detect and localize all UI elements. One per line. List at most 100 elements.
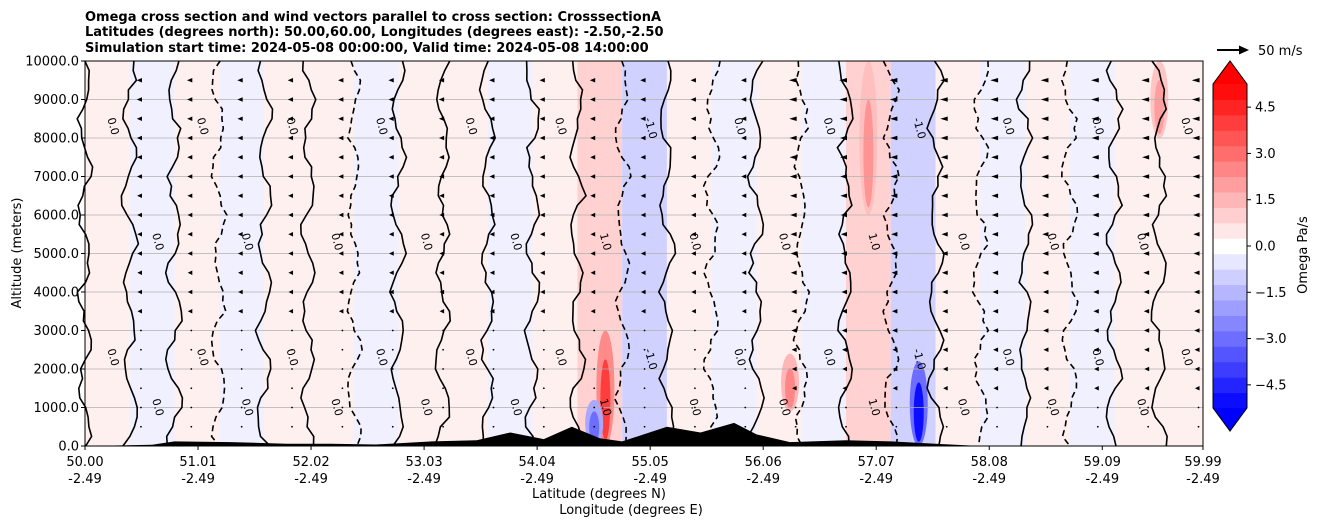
- contour-label: 1.0: [597, 232, 614, 252]
- wind-vector: [439, 231, 445, 237]
- wind-vector: [840, 174, 848, 179]
- wind-vector: [593, 368, 596, 370]
- wind-vector: [1042, 289, 1049, 295]
- wind-vector: [338, 308, 344, 314]
- wind-vector: [1093, 328, 1099, 333]
- wind-vector: [889, 77, 898, 83]
- contour-labels: 0.0 0.0 0.0 0.0 0.0 0.0 0.0 0.0 0.0 0.0 0.0 0.0 0.0 0…: [104, 116, 1195, 417]
- wind-vector: [187, 193, 193, 199]
- wind-vector: [691, 289, 696, 295]
- wind-vector: [237, 251, 243, 256]
- wind-vector: [1147, 425, 1150, 428]
- contour-label: 0.0: [1178, 347, 1195, 367]
- wind-vector: [489, 135, 495, 141]
- wind-vector: [992, 251, 999, 256]
- wind-vector: [842, 366, 848, 372]
- wind-vector: [187, 231, 193, 237]
- x-tick-label-lon: -2.49: [520, 472, 554, 487]
- y-tick-label: 8000.0: [34, 132, 80, 147]
- wind-vector: [492, 368, 495, 370]
- wind-vector: [1191, 97, 1200, 102]
- wind-vector: [741, 116, 747, 122]
- wind-vector: [442, 425, 445, 428]
- wind-vector: [288, 289, 294, 295]
- contour-line: [478, 60, 497, 447]
- contour-label: 0.0: [373, 116, 390, 136]
- wind-vector: [890, 212, 898, 218]
- wind-vector: [1142, 212, 1150, 218]
- wind-vector: [140, 329, 142, 332]
- wind-vector: [187, 154, 193, 160]
- wind-vector: [590, 231, 596, 237]
- wind-vector: [1144, 347, 1150, 353]
- wind-vector: [840, 154, 848, 160]
- wind-vector: [288, 193, 294, 199]
- wind-vector: [992, 308, 999, 314]
- wind-vector: [338, 154, 344, 160]
- y-tick-label: 4000.0: [34, 286, 80, 301]
- wind-vector: [1143, 270, 1150, 276]
- wind-vector: [1093, 308, 1099, 314]
- wind-vector: [187, 289, 193, 295]
- wind-vector: [391, 329, 394, 332]
- wind-vector: [442, 387, 445, 390]
- wind-vector: [1194, 347, 1200, 353]
- wind-vector: [388, 116, 394, 122]
- wind-vector: [1046, 425, 1049, 428]
- wind-vector: [439, 174, 445, 179]
- contour-line: [120, 60, 140, 447]
- omega-cell-core: [913, 382, 924, 442]
- contour-label: 0.0: [731, 116, 748, 136]
- colorbar-tick-label: −4.5: [1255, 378, 1287, 393]
- wind-vector: [190, 368, 193, 370]
- contour-line: [1105, 60, 1124, 447]
- x-tick-label-lon: -2.49: [68, 472, 102, 487]
- wind-vector: [593, 329, 596, 332]
- omega-cell-core: [1154, 80, 1165, 135]
- wind-vector: [190, 348, 193, 351]
- wind-vector: [1093, 289, 1099, 295]
- wind-vector: [1042, 270, 1049, 276]
- wind-vector: [993, 347, 999, 353]
- colorbar-swatch: [1213, 361, 1247, 378]
- x-axis-label-latitude: Latitude (degrees N): [532, 487, 666, 502]
- wind-vector: [291, 387, 293, 390]
- wind-vector: [643, 329, 646, 332]
- y-tick-label: 10000.0: [25, 55, 79, 70]
- contour-label: 0.0: [1178, 116, 1195, 136]
- x-tick-label-lon: -2.49: [294, 472, 328, 487]
- wind-vector: [137, 193, 142, 199]
- wind-vector: [741, 212, 747, 218]
- wind-vector: [691, 308, 696, 314]
- contour-label: 0.0: [821, 347, 838, 367]
- contour-label: 0.0: [149, 232, 166, 252]
- wind-vector: [389, 289, 394, 295]
- wind-vector: [237, 135, 243, 141]
- wind-vector: [338, 116, 344, 122]
- colorbar-swatch: [1213, 300, 1247, 316]
- wind-vector: [891, 289, 898, 295]
- wind-vector: [841, 270, 848, 276]
- colorbar-outline: [1212, 60, 1248, 432]
- wind-vector: [489, 231, 495, 237]
- colorbar-tick-label: −1.5: [1255, 286, 1287, 301]
- wind-vector: [691, 231, 696, 237]
- wind-vector: [1147, 406, 1150, 409]
- x-tick-label-lat: 53.03: [405, 455, 442, 470]
- wind-vector: [542, 348, 545, 351]
- contour-line: [613, 60, 632, 447]
- contour-label: 0.0: [194, 116, 211, 136]
- wind-vector: [590, 270, 596, 276]
- wind-vector: [489, 193, 495, 199]
- wind-vector: [1041, 116, 1049, 122]
- wind-vector: [287, 116, 294, 122]
- wind-vector: [187, 116, 193, 122]
- contour-label: 0.0: [1000, 347, 1017, 367]
- wind-vector: [593, 406, 596, 409]
- x-tick-label-lat: 50.00: [66, 455, 103, 470]
- wind-vector: [489, 308, 495, 314]
- wind-vector: [137, 270, 142, 276]
- wind-vector: [1191, 77, 1200, 83]
- wind-vector: [643, 406, 646, 409]
- contour-label: 0.0: [104, 116, 121, 136]
